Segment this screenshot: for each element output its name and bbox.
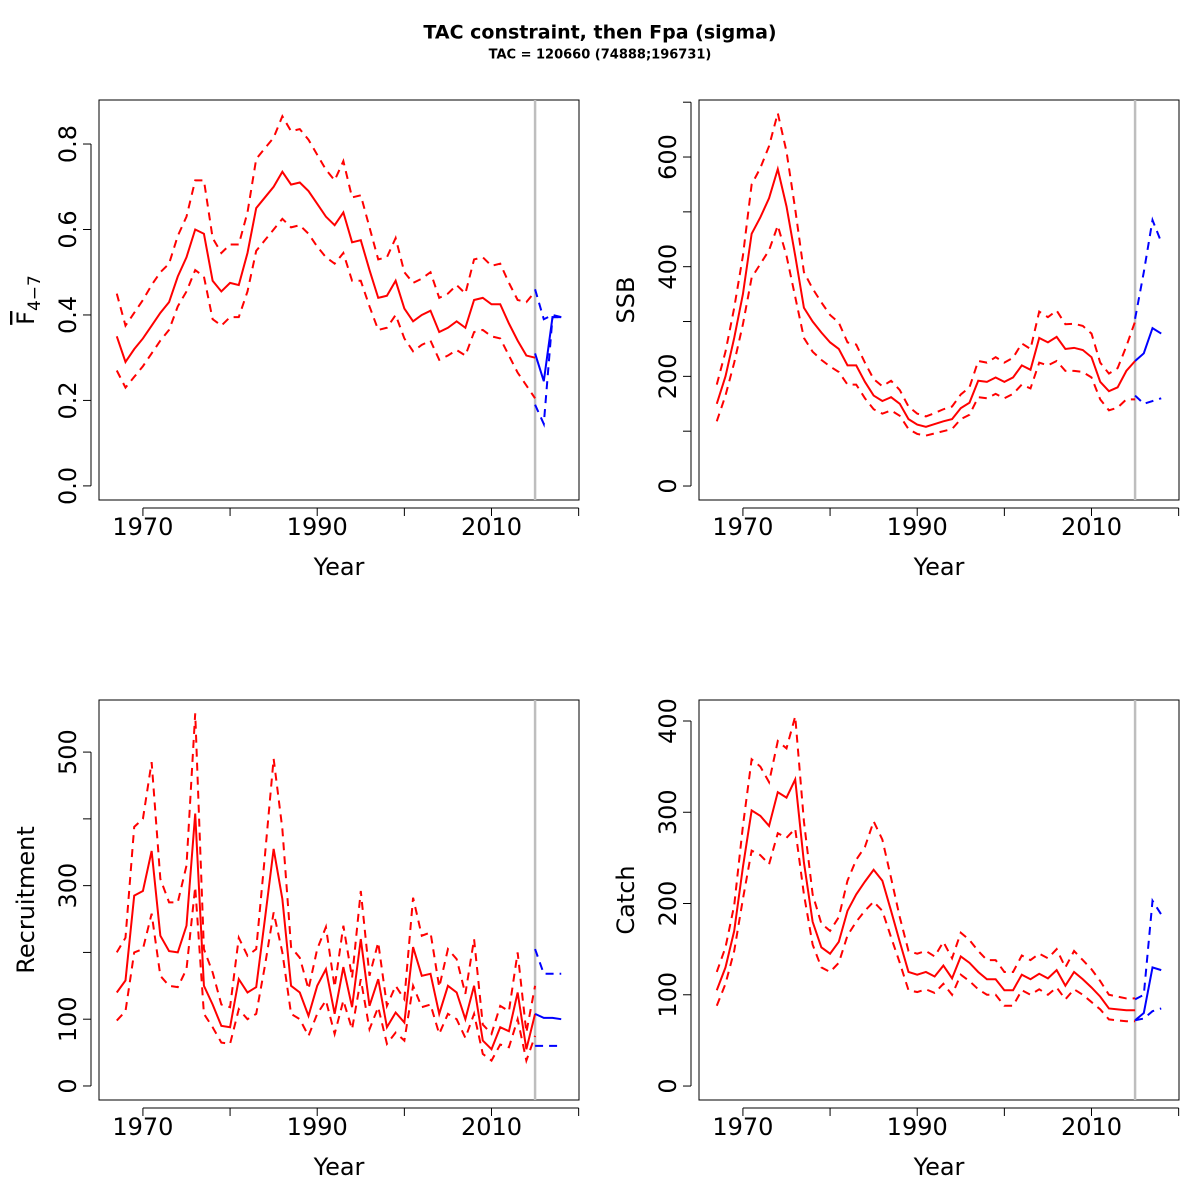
y-tick-label: 300 [54,863,82,909]
interval-line [115,713,537,1036]
x-axis-label: Year [913,553,965,581]
x-axis-label: Year [313,1153,365,1181]
y-tick-label: 400 [654,244,682,290]
y-tick-label: 300 [654,789,682,835]
panel: 1970 1990 2010 0.0 0.2 0.4 0.6 0.8 Year F4−7 [12,99,580,581]
interval-line [1134,394,1162,405]
y-tick-label: 200 [654,881,682,927]
x-tick-label: 2010 [1061,513,1122,541]
x-tick-label: 2010 [461,513,522,541]
x-tick-label: 1990 [887,1113,948,1141]
y-tick-label: 100 [654,972,682,1018]
estimate-line [534,1012,562,1021]
x-axis-label: Year [913,1153,965,1181]
x-tick-label: 1970 [712,513,773,541]
estimate-line [715,165,1136,428]
plot-frame [698,699,1180,1101]
interval-line [1134,897,1163,1001]
interval-line [534,316,562,428]
y-tick-label: 0 [54,1078,82,1093]
y-tick-label: 0.2 [54,381,82,419]
y-axis-label-main: SSB [612,277,640,324]
y-tick-label: 0 [654,478,682,493]
x-tick-label: 1970 [112,513,173,541]
y-tick-label: 500 [54,729,82,775]
plot-frame [698,99,1180,501]
y-axis-label-main: F [12,311,40,325]
y-tick-label: 100 [54,996,82,1042]
y-axis-label: Recruitment [12,826,40,973]
x-axis-label: Year [313,553,365,581]
x-tick-label: 2010 [461,1113,522,1141]
estimate-line [1134,966,1162,1022]
x-tick-label: 1990 [287,1113,348,1141]
panel: 1970 1990 2010 0 100 200 300 400 Year Catch [612,698,1180,1181]
interval-line [715,222,1136,437]
x-tick-label: 2010 [1061,1113,1122,1141]
y-tick-label: 0 [654,1078,682,1093]
y-axis-label-subscript: 4−7 [25,275,45,311]
y-tick-label: 0.6 [54,210,82,248]
estimate-line [1134,326,1162,362]
y-axis-label: SSB [612,277,640,324]
y-tick-label: 200 [654,353,682,399]
y-tick-label: 0.0 [54,467,82,505]
x-tick-label: 1990 [887,513,948,541]
y-tick-label: 0.8 [54,125,82,163]
x-tick-label: 1970 [712,1113,773,1141]
interval-line [715,112,1137,418]
estimate-line [715,775,1136,1012]
y-axis-label-main: Catch [612,865,640,934]
figure-title: TAC constraint, then Fpa (sigma) [423,22,776,44]
estimate-line [115,813,537,1052]
interval-line [534,289,562,321]
y-axis-label: F4−7 [12,275,45,325]
y-axis-label-main: Recruitment [12,826,40,973]
y-tick-label: 400 [654,698,682,744]
estimate-line [115,169,536,365]
interval-line [115,217,536,399]
interval-line [715,716,1136,1000]
panel: 1970 1990 2010 0 200 400 600 Year SSB [612,99,1180,581]
x-tick-label: 1990 [287,513,348,541]
interval-line [1134,216,1163,319]
plot-frame [98,699,580,1101]
x-tick-label: 1970 [112,1113,173,1141]
panel: 1970 1990 2010 0 100 300 500 Year Recruitment [12,699,580,1181]
figure-subtitle: TAC = 120660 (74888;196731) [489,48,712,63]
interval-line [115,113,536,329]
interval-line [1134,1007,1162,1022]
y-tick-label: 600 [654,134,682,180]
interval-line [715,826,1136,1023]
y-tick-label: 0.4 [54,296,82,334]
plot-frame [98,99,580,501]
interval-line [534,948,562,975]
y-axis-label: Catch [612,865,640,934]
